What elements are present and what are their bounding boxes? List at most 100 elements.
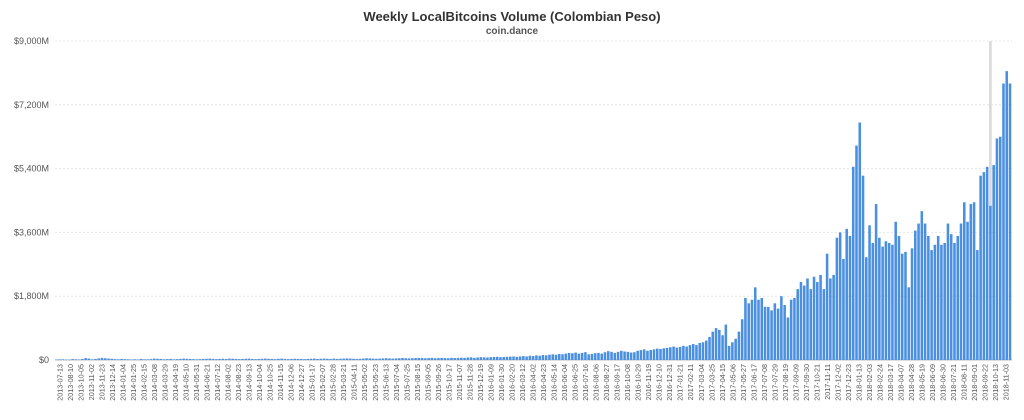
x-tick-label: 2018-09-01	[970, 364, 979, 401]
bar	[296, 358, 300, 360]
bar	[1008, 83, 1012, 361]
bar	[597, 352, 600, 360]
bar	[796, 289, 799, 360]
bar	[959, 223, 963, 360]
x-tick-label: 2014-05-31	[192, 364, 201, 401]
bar	[845, 228, 848, 360]
bar	[313, 358, 316, 360]
bar	[695, 345, 698, 360]
bar	[917, 223, 920, 360]
bar	[963, 202, 966, 360]
bar	[241, 358, 244, 360]
bar	[541, 355, 545, 360]
x-tick-label: 2016-01-09	[486, 364, 495, 401]
bar	[855, 145, 858, 360]
bar	[58, 359, 61, 360]
x-tick-label: 2016-06-04	[560, 364, 569, 401]
bar	[136, 359, 140, 360]
bar	[264, 358, 267, 360]
bar	[433, 358, 437, 360]
x-tick-label: 2016-11-19	[644, 364, 653, 400]
bar	[982, 172, 986, 360]
bar	[564, 353, 568, 360]
x-tick-label: 2016-04-23	[539, 364, 548, 401]
bar	[430, 357, 434, 360]
bar	[701, 342, 705, 360]
bar	[273, 359, 277, 360]
bar	[231, 358, 234, 360]
bar	[466, 357, 470, 360]
bar	[685, 346, 688, 360]
bar	[688, 345, 692, 360]
x-tick-label: 2018-05-19	[918, 364, 927, 401]
bar	[753, 287, 757, 360]
x-tick-label: 2014-04-19	[171, 364, 180, 401]
x-tick-label: 2015-07-04	[392, 364, 401, 401]
bar	[342, 358, 345, 360]
bar	[515, 356, 519, 360]
bar	[280, 358, 283, 360]
x-tick-label: 2014-12-27	[297, 364, 306, 401]
bar	[522, 356, 525, 360]
bar	[966, 221, 969, 360]
bar	[930, 250, 933, 360]
bar	[639, 350, 643, 360]
bar	[1002, 83, 1005, 361]
bar	[946, 223, 950, 360]
bar	[518, 356, 522, 360]
x-tick-label: 2015-03-21	[339, 364, 348, 401]
x-tick-label: 2016-03-12	[518, 364, 527, 401]
bar	[998, 136, 1002, 360]
bar	[923, 223, 927, 360]
bar	[907, 287, 911, 360]
bar	[871, 243, 875, 360]
bar	[126, 359, 130, 360]
bar	[642, 349, 646, 360]
x-tick-label: 2016-04-02	[529, 364, 538, 401]
bar	[789, 299, 793, 360]
bar	[557, 353, 561, 360]
bar	[77, 359, 81, 360]
bar	[482, 357, 486, 360]
x-tick-label: 2016-07-16	[581, 364, 590, 401]
x-tick-label: 2014-08-02	[224, 364, 233, 401]
y-axis: $0 $1,800M $3,600M $5,400M $7,200M $9,000M	[14, 36, 49, 365]
bar	[897, 235, 901, 360]
bar	[600, 353, 604, 360]
bar	[368, 358, 372, 360]
bar	[953, 243, 956, 360]
bar	[404, 358, 408, 360]
bar	[704, 340, 708, 360]
bar	[629, 352, 633, 360]
bar	[809, 289, 813, 360]
bar	[531, 356, 535, 360]
bar	[675, 347, 679, 360]
bar	[322, 358, 326, 360]
bar	[250, 358, 254, 360]
x-tick-label: 2018-07-21	[949, 364, 958, 401]
bar	[339, 358, 342, 360]
bar	[734, 338, 737, 360]
bar	[920, 211, 924, 360]
bar	[476, 357, 479, 360]
x-tick-label: 2016-10-29	[634, 364, 643, 401]
bar	[727, 345, 731, 360]
x-tick-label: 2015-12-19	[476, 364, 485, 401]
bar	[345, 358, 349, 360]
bar	[783, 305, 786, 360]
bar	[678, 346, 682, 360]
bar	[525, 356, 528, 360]
x-tick-label: 2014-05-10	[181, 364, 190, 401]
x-tick-label: 2016-12-10	[655, 364, 664, 401]
bar	[139, 358, 143, 360]
x-tick-label: 2017-05-27	[739, 364, 748, 401]
bar	[858, 122, 862, 361]
bar	[71, 359, 74, 360]
bar	[290, 358, 293, 360]
bar	[208, 358, 212, 360]
x-tick-label: 2018-01-13	[855, 364, 864, 401]
bar	[192, 359, 195, 360]
bar	[486, 357, 489, 360]
bar	[489, 357, 492, 360]
